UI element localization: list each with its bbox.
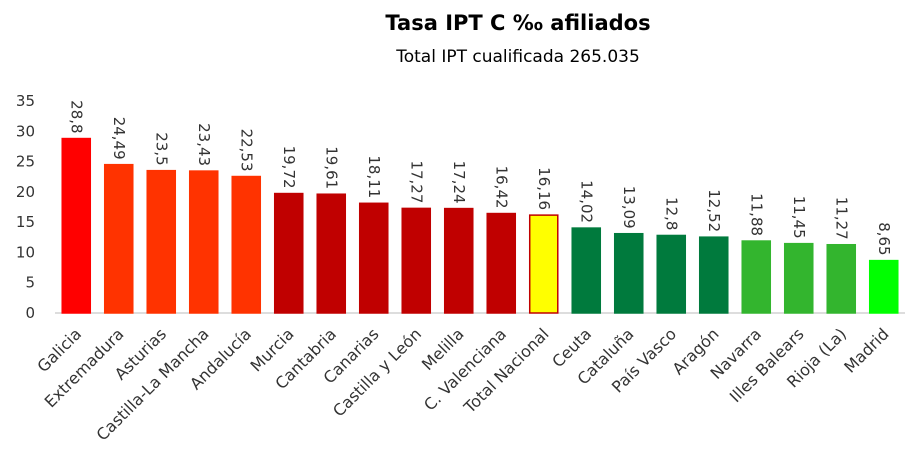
value-label: 11,45 bbox=[790, 196, 808, 239]
bar bbox=[613, 232, 644, 314]
bar bbox=[698, 236, 729, 314]
bar bbox=[231, 175, 262, 314]
value-label: 11,27 bbox=[832, 197, 850, 240]
bar bbox=[656, 234, 687, 314]
bar bbox=[401, 207, 432, 314]
y-tick-label: 15 bbox=[16, 213, 35, 231]
bar bbox=[103, 163, 134, 314]
value-label: 19,61 bbox=[322, 146, 340, 189]
value-label: 28,8 bbox=[67, 100, 85, 133]
value-label: 13,09 bbox=[620, 186, 638, 229]
value-label: 22,53 bbox=[237, 129, 255, 172]
bar bbox=[273, 192, 304, 314]
value-label: 23,5 bbox=[152, 132, 170, 165]
y-tick-label: 35 bbox=[16, 92, 35, 110]
value-label: 24,49 bbox=[110, 117, 128, 160]
y-tick-label: 20 bbox=[16, 183, 35, 201]
bar bbox=[443, 207, 474, 314]
bar bbox=[316, 193, 347, 314]
bar bbox=[146, 169, 177, 314]
value-label: 12,52 bbox=[705, 189, 723, 232]
bar bbox=[528, 214, 559, 314]
value-label: 12,8 bbox=[662, 197, 680, 230]
chart-subtitle: Total IPT cualificada 265.035 bbox=[395, 47, 640, 67]
bar bbox=[188, 170, 219, 314]
bar bbox=[571, 227, 602, 314]
bar bbox=[826, 243, 857, 314]
bar bbox=[868, 259, 899, 314]
y-tick-label: 30 bbox=[16, 122, 35, 140]
bar bbox=[486, 212, 517, 314]
bar bbox=[783, 242, 814, 314]
bar bbox=[61, 137, 92, 314]
bar bbox=[358, 202, 389, 314]
value-label: 18,11 bbox=[365, 155, 383, 198]
y-tick-label: 0 bbox=[25, 304, 35, 322]
value-label: 17,24 bbox=[450, 161, 468, 204]
y-tick-label: 25 bbox=[16, 153, 35, 171]
value-label: 14,02 bbox=[577, 180, 595, 223]
value-label: 16,42 bbox=[492, 166, 510, 209]
y-tick-label: 10 bbox=[16, 243, 35, 261]
value-label: 8,65 bbox=[875, 222, 893, 255]
value-label: 16,16 bbox=[535, 167, 553, 210]
value-label: 19,72 bbox=[280, 146, 298, 189]
value-label: 17,27 bbox=[407, 160, 425, 203]
value-label: 23,43 bbox=[195, 123, 213, 166]
y-tick-label: 5 bbox=[25, 274, 35, 292]
bar bbox=[741, 240, 772, 314]
x-tick-label: Madrid bbox=[840, 324, 892, 376]
value-label: 11,88 bbox=[747, 193, 765, 236]
chart-title: Tasa IPT C ‰ afiliados bbox=[385, 11, 650, 35]
